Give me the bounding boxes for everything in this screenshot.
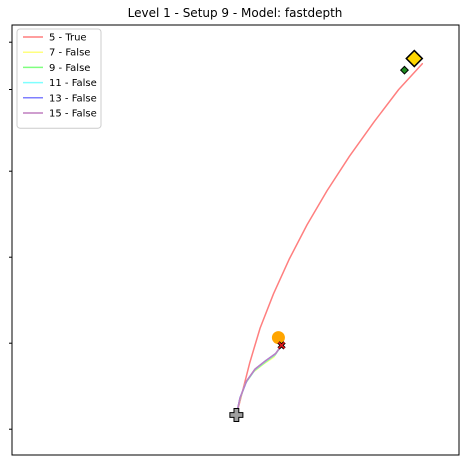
chart-title: Level 1 - Setup 9 - Model: fastdepth (128, 6, 343, 20)
legend: 5 - True 7 - False 9 - False 11 - False 13 -… (16, 28, 102, 129)
obstacle-marker (271, 331, 285, 345)
legend-label: 7 - False (49, 48, 90, 59)
goal-marker (405, 49, 424, 68)
legend-label: 15 - False (49, 109, 97, 120)
series-layer (235, 62, 424, 416)
failure-marker (277, 341, 286, 350)
start-marker (229, 408, 244, 423)
y-ticks (9, 41, 12, 430)
marker-layer (229, 49, 424, 423)
plot-area (11, 24, 460, 456)
failure-x-stroke (277, 341, 286, 349)
series-line-1 (235, 62, 424, 416)
legend-label: 11 - False (49, 78, 97, 89)
goal-reached-marker (399, 65, 409, 75)
legend-label: 13 - False (49, 93, 97, 104)
legend-box (16, 28, 102, 129)
legend-label: 9 - False (49, 63, 90, 74)
series-line-6 (235, 344, 283, 416)
legend-label: 5 - True (49, 33, 87, 44)
